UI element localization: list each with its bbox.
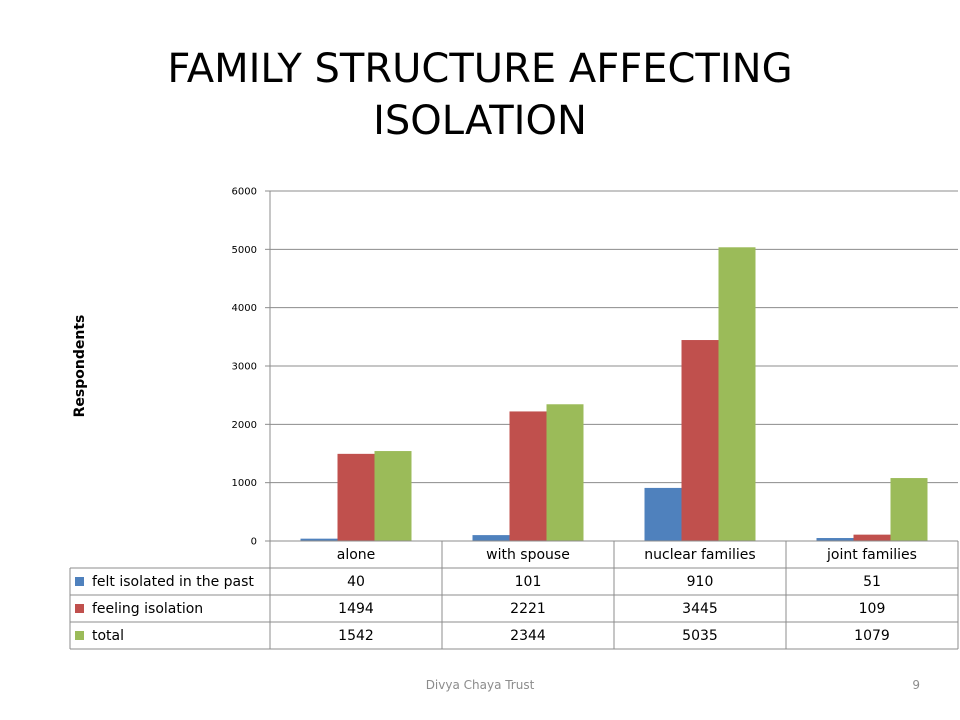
data-cell: 3445 xyxy=(682,601,718,617)
bar-1-2 xyxy=(472,535,510,541)
bar-3-3 xyxy=(718,247,756,541)
bar-2-4 xyxy=(853,534,891,541)
data-cell: 2344 xyxy=(510,628,546,644)
page-number: 9 xyxy=(912,678,920,692)
data-cell: 2221 xyxy=(510,601,546,617)
category-label: alone xyxy=(337,547,376,563)
legend-label-3: total xyxy=(92,628,124,644)
bar-3-1 xyxy=(374,451,412,541)
bar-3-2 xyxy=(546,404,584,541)
data-cell: 910 xyxy=(687,574,714,590)
bar-1-1 xyxy=(300,538,338,541)
data-cell: 101 xyxy=(515,574,542,590)
y-tick-label: 1000 xyxy=(232,478,257,489)
data-cell: 1079 xyxy=(854,628,890,644)
bar-2-3 xyxy=(681,340,719,541)
data-cell: 1494 xyxy=(338,601,374,617)
bar-1-4 xyxy=(816,538,854,541)
bar-1-3 xyxy=(644,487,682,541)
data-cell: 1542 xyxy=(338,628,374,644)
category-label: nuclear families xyxy=(644,547,755,563)
y-tick-label: 0 xyxy=(251,537,257,548)
legend-swatch-2 xyxy=(75,604,84,613)
category-label: joint families xyxy=(826,547,917,563)
category-label: with spouse xyxy=(486,547,570,563)
slide-title: FAMILY STRUCTURE AFFECTING ISOLATION xyxy=(167,46,793,144)
y-tick-label: 2000 xyxy=(232,420,257,431)
bar-2-1 xyxy=(337,453,375,541)
y-tick-label: 6000 xyxy=(232,187,257,198)
data-cell: 5035 xyxy=(682,628,718,644)
y-tick-label: 5000 xyxy=(232,245,257,256)
bar-2-2 xyxy=(509,411,547,541)
legend-swatch-3 xyxy=(75,631,84,640)
legend-swatch-1 xyxy=(75,577,84,586)
y-axis-label: Respondents xyxy=(72,315,88,418)
data-cell: 40 xyxy=(347,574,365,590)
footer-text: Divya Chaya Trust xyxy=(425,678,535,692)
data-cell: 51 xyxy=(863,574,881,590)
bar-3-4 xyxy=(890,478,928,541)
legend-label-1: felt isolated in the past xyxy=(92,574,254,590)
data-cell: 109 xyxy=(859,601,886,617)
y-tick-label: 3000 xyxy=(232,362,257,373)
y-tick-label: 4000 xyxy=(232,303,257,314)
legend-label-2: feeling isolation xyxy=(92,601,203,617)
